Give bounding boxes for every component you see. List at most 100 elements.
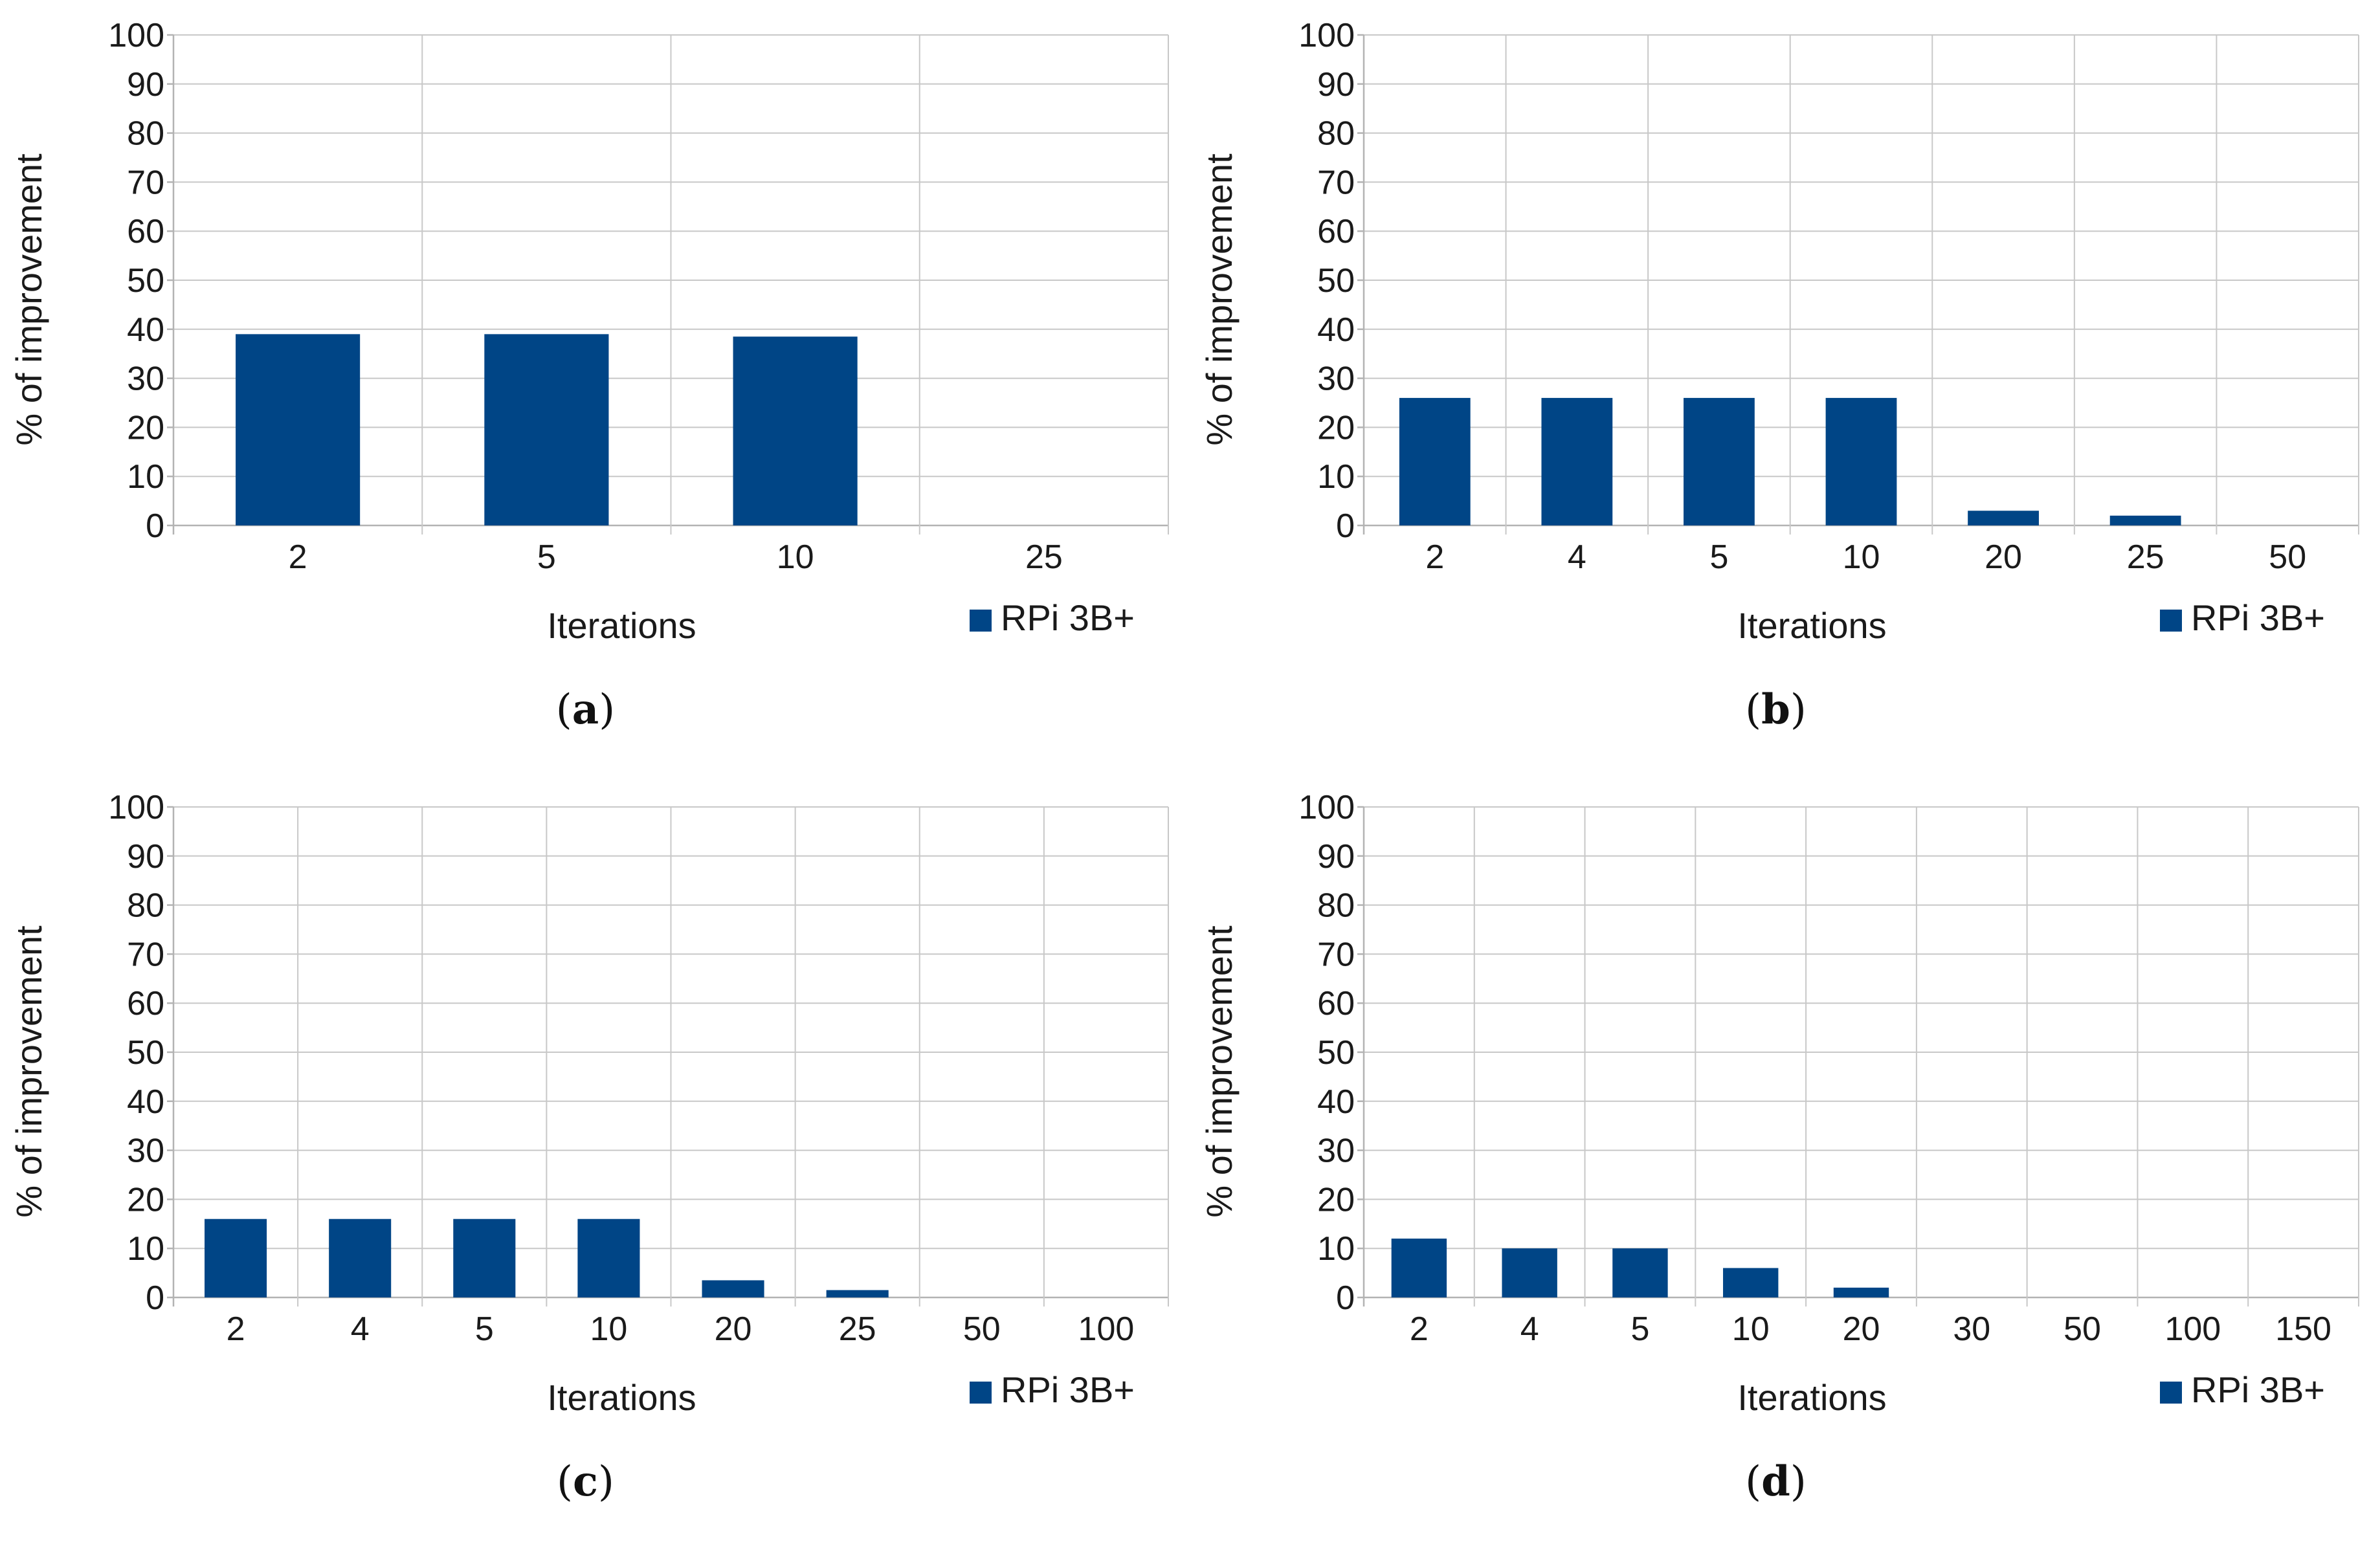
x-axis-title: Iterations — [547, 1377, 696, 1418]
bar — [577, 1219, 640, 1297]
legend-label: RPi 3B+ — [1001, 597, 1135, 638]
y-tick-label: 0 — [146, 507, 164, 545]
legend-swatch — [970, 1382, 992, 1404]
x-tick-label: 4 — [351, 1310, 370, 1348]
bar — [1502, 1248, 1557, 1297]
x-tick-label: 2 — [1425, 538, 1444, 576]
y-tick-label: 20 — [1317, 409, 1355, 447]
bar — [484, 334, 609, 525]
x-tick-label: 100 — [2164, 1310, 2221, 1348]
bar — [236, 334, 361, 525]
y-tick-label: 20 — [127, 1181, 164, 1219]
panel-caption-letter: d — [1761, 1457, 1790, 1506]
x-axis-title: Iterations — [1737, 605, 1886, 646]
x-tick-label: 10 — [590, 1310, 628, 1348]
y-tick-label: 100 — [108, 17, 164, 54]
y-tick-label: 10 — [1317, 1230, 1355, 1268]
chart-panel-a: 0 10 20 30 40 50 60 70 80 90 100 2 5 10 25 Iterations% … — [0, 0, 1190, 772]
y-tick-label: 10 — [127, 458, 164, 496]
bar — [1541, 397, 1613, 525]
y-tick-label: 40 — [1317, 311, 1355, 349]
y-tick-label: 80 — [127, 887, 164, 925]
x-tick-label: 10 — [777, 538, 814, 576]
y-tick-label: 90 — [127, 66, 164, 104]
y-tick-label: 60 — [1317, 985, 1355, 1022]
chart-svg: 0 10 20 30 40 50 60 70 80 90 100 2 4 5 10 20 25 50 100 Iter… — [8, 789, 1169, 1506]
x-tick-label: 50 — [963, 1310, 1001, 1348]
bar — [2109, 515, 2181, 525]
x-tick-label: 20 — [1843, 1310, 1880, 1348]
y-tick-label: 70 — [127, 936, 164, 973]
y-tick-label: 10 — [1317, 458, 1355, 496]
x-tick-label: 4 — [1568, 538, 1586, 576]
y-tick-label: 50 — [1317, 1034, 1355, 1072]
y-axis-title: % of improvement — [8, 925, 49, 1218]
chart-panel-d: 0 10 20 30 40 50 60 70 80 90 100 2 4 5 10 20 30 50 100 150 I… — [1190, 772, 2380, 1544]
x-tick-label: 30 — [1953, 1310, 1990, 1348]
panel-caption: (b) — [1745, 685, 1807, 734]
y-tick-label: 30 — [1317, 360, 1355, 398]
y-tick-label: 40 — [1317, 1083, 1355, 1121]
y-tick-label: 60 — [127, 213, 164, 250]
y-tick-label: 90 — [1317, 838, 1355, 876]
legend-label: RPi 3B+ — [1001, 1369, 1135, 1410]
panel-caption: (a) — [556, 685, 615, 734]
y-tick-label: 100 — [1298, 17, 1355, 54]
bar — [1399, 397, 1471, 525]
y-tick-label: 50 — [127, 262, 164, 300]
chart-svg: 0 10 20 30 40 50 60 70 80 90 100 2 4 5 10 20 30 50 100 150 I… — [1199, 789, 2359, 1506]
bar — [733, 336, 858, 525]
x-tick-label: 20 — [715, 1310, 752, 1348]
legend-swatch — [2160, 1382, 2182, 1404]
x-tick-label: 2 — [289, 538, 307, 576]
legend-swatch — [970, 610, 992, 632]
x-tick-label: 20 — [1985, 538, 2022, 576]
bar — [702, 1280, 764, 1297]
bar — [1833, 1287, 1889, 1297]
y-tick-label: 40 — [127, 1083, 164, 1121]
x-tick-label: 2 — [1410, 1310, 1429, 1348]
y-axis-title: % of improvement — [8, 153, 49, 446]
legend-swatch — [2160, 610, 2182, 632]
y-tick-label: 30 — [127, 1132, 164, 1170]
y-tick-label: 30 — [127, 360, 164, 398]
y-tick-label: 60 — [127, 985, 164, 1022]
bar — [205, 1219, 267, 1297]
chart-panel-b: 0 10 20 30 40 50 60 70 80 90 100 2 4 5 10 20 25 50 Iterati… — [1190, 0, 2380, 772]
panel-caption: (d) — [1745, 1457, 1807, 1506]
x-tick-label: 25 — [2127, 538, 2164, 576]
bar — [329, 1219, 392, 1297]
x-tick-label: 4 — [1520, 1310, 1539, 1348]
y-tick-label: 0 — [146, 1279, 164, 1317]
panel-caption-letter: a — [572, 685, 599, 734]
bar — [1723, 1268, 1779, 1297]
y-tick-label: 40 — [127, 311, 164, 349]
panel-caption-letter: b — [1761, 685, 1790, 734]
y-tick-label: 100 — [108, 789, 164, 826]
x-axis-title: Iterations — [547, 605, 696, 646]
y-tick-label: 80 — [1317, 887, 1355, 925]
x-tick-label: 5 — [1630, 1310, 1649, 1348]
y-axis-title: % of improvement — [1199, 925, 1240, 1218]
y-tick-label: 50 — [127, 1034, 164, 1072]
y-tick-label: 30 — [1317, 1132, 1355, 1170]
x-tick-label: 25 — [839, 1310, 876, 1348]
x-tick-label: 150 — [2275, 1310, 2331, 1348]
y-tick-label: 20 — [127, 409, 164, 447]
legend-label: RPi 3B+ — [2191, 1369, 2325, 1410]
y-tick-label: 80 — [127, 115, 164, 153]
y-tick-label: 100 — [1298, 789, 1355, 826]
x-tick-label: 2 — [227, 1310, 245, 1348]
x-tick-label: 10 — [1732, 1310, 1770, 1348]
chart-panel-c: 0 10 20 30 40 50 60 70 80 90 100 2 4 5 10 20 25 50 100 Iter… — [0, 772, 1190, 1544]
y-tick-label: 70 — [1317, 164, 1355, 201]
bar — [1391, 1239, 1447, 1297]
y-tick-label: 60 — [1317, 213, 1355, 250]
y-tick-label: 50 — [1317, 262, 1355, 300]
x-tick-label: 50 — [2063, 1310, 2101, 1348]
y-tick-label: 90 — [127, 838, 164, 876]
legend-label: RPi 3B+ — [2191, 597, 2325, 638]
bar — [453, 1219, 516, 1297]
y-tick-label: 70 — [127, 164, 164, 201]
